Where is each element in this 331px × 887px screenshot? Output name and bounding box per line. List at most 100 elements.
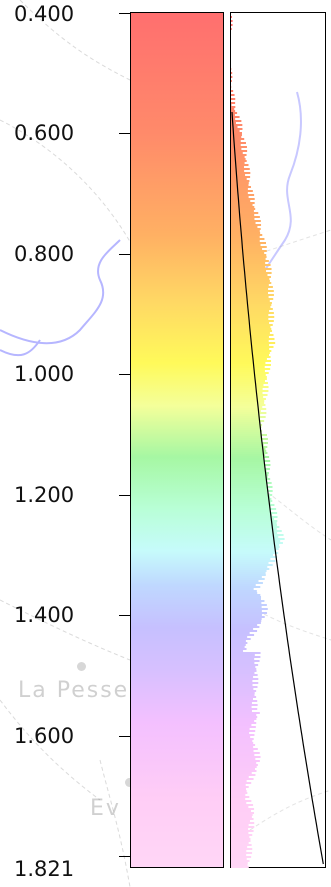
histogram-bar (231, 614, 262, 616)
river-line (0, 91, 302, 357)
histogram-bar (231, 534, 284, 536)
histogram-bar (231, 702, 252, 704)
tick-label: 1.821 (14, 857, 75, 881)
histogram-bar (231, 130, 240, 132)
histogram-bar (231, 774, 256, 776)
histogram-bar (231, 168, 250, 170)
histogram-bar (231, 532, 278, 534)
histogram-bar (231, 180, 250, 182)
histogram-bar (231, 72, 233, 74)
histogram-bar (231, 208, 256, 210)
histogram-bar (231, 562, 269, 564)
histogram-bar (231, 202, 255, 204)
histogram-bar (231, 452, 268, 454)
histogram-bar (231, 268, 272, 270)
histogram-bar (231, 368, 271, 370)
histogram-bar (231, 144, 241, 146)
histogram-bar (231, 552, 279, 554)
histogram-bar (231, 126, 238, 128)
histogram-bar (231, 672, 255, 674)
histogram-bar (231, 820, 250, 822)
histogram-bar (231, 106, 236, 108)
histogram-bar (231, 548, 279, 550)
tick-mark (119, 374, 131, 375)
histogram-bar (231, 104, 232, 106)
histogram-bar (231, 682, 259, 684)
histogram-bar (231, 324, 273, 326)
histogram-bar (231, 730, 256, 732)
histogram-bar (231, 146, 247, 148)
histogram-bar (231, 328, 272, 330)
histogram-bar (231, 226, 258, 228)
histogram-bar (231, 808, 255, 810)
histogram-bar (231, 726, 256, 728)
histogram-bar (231, 310, 270, 312)
histogram-bar (231, 186, 251, 188)
histogram-bar (231, 272, 272, 274)
histogram-bar (231, 656, 261, 658)
histogram-bar (231, 848, 253, 850)
histogram-bar (231, 814, 253, 816)
histogram-bar (231, 172, 251, 174)
histogram-bar (231, 462, 265, 464)
histogram-bar (231, 728, 250, 730)
histogram-bar (231, 806, 249, 808)
histogram-bar (231, 170, 245, 172)
histogram-bar (231, 164, 249, 166)
histogram-bar (231, 852, 253, 854)
histogram-bar (231, 826, 255, 828)
histogram-bar (231, 834, 253, 836)
histogram-bar (231, 590, 257, 592)
histogram-bar (231, 788, 246, 790)
histogram-bar (231, 228, 261, 230)
histogram-bar (231, 858, 247, 860)
histogram-bar (231, 196, 249, 198)
histogram-bar (231, 742, 254, 744)
histogram-bar (231, 664, 259, 666)
histogram-bar (231, 240, 260, 242)
histogram-bar (231, 374, 266, 376)
histogram-bar (231, 382, 268, 384)
histogram-bar (231, 770, 257, 772)
histogram-bar (231, 494, 273, 496)
histogram-bar (231, 356, 271, 358)
histogram-bar (231, 666, 256, 668)
histogram-bar (231, 456, 270, 458)
histogram-bar (231, 804, 254, 806)
place-marker (125, 778, 134, 787)
histogram-bar (231, 634, 255, 636)
histogram-bar (231, 440, 263, 442)
histogram-bar (231, 334, 274, 336)
histogram-bar (231, 222, 256, 224)
histogram-bar (231, 210, 254, 212)
histogram-bar (231, 760, 260, 762)
histogram-bar (231, 654, 255, 656)
histogram-bar (231, 354, 269, 356)
histogram-bar (231, 246, 267, 248)
histogram-bar (231, 542, 283, 544)
histogram-bar (231, 284, 269, 286)
histogram-bar (231, 490, 273, 492)
histogram-bar (231, 364, 271, 366)
histogram-bar (231, 314, 269, 316)
histogram-bar (231, 592, 258, 594)
histogram-bar (231, 520, 278, 522)
histogram-bar (231, 118, 236, 120)
histogram-bar (231, 94, 235, 96)
histogram-bar (231, 470, 267, 472)
histogram-bar (231, 426, 262, 428)
histogram-bar (231, 244, 261, 246)
histogram-bar (231, 758, 256, 760)
histogram-bar (231, 816, 252, 818)
histogram-bar (231, 558, 271, 560)
histogram-bar (231, 840, 251, 842)
histogram-bar (231, 480, 267, 482)
histogram-bar (231, 602, 262, 604)
histogram-bar (231, 776, 249, 778)
histogram-bar (231, 402, 265, 404)
histogram-bar (231, 264, 271, 266)
histogram-bar (231, 428, 260, 430)
histogram-bar (231, 866, 249, 868)
histogram-bar (231, 472, 269, 474)
place-label-ev: Ev (90, 796, 121, 821)
